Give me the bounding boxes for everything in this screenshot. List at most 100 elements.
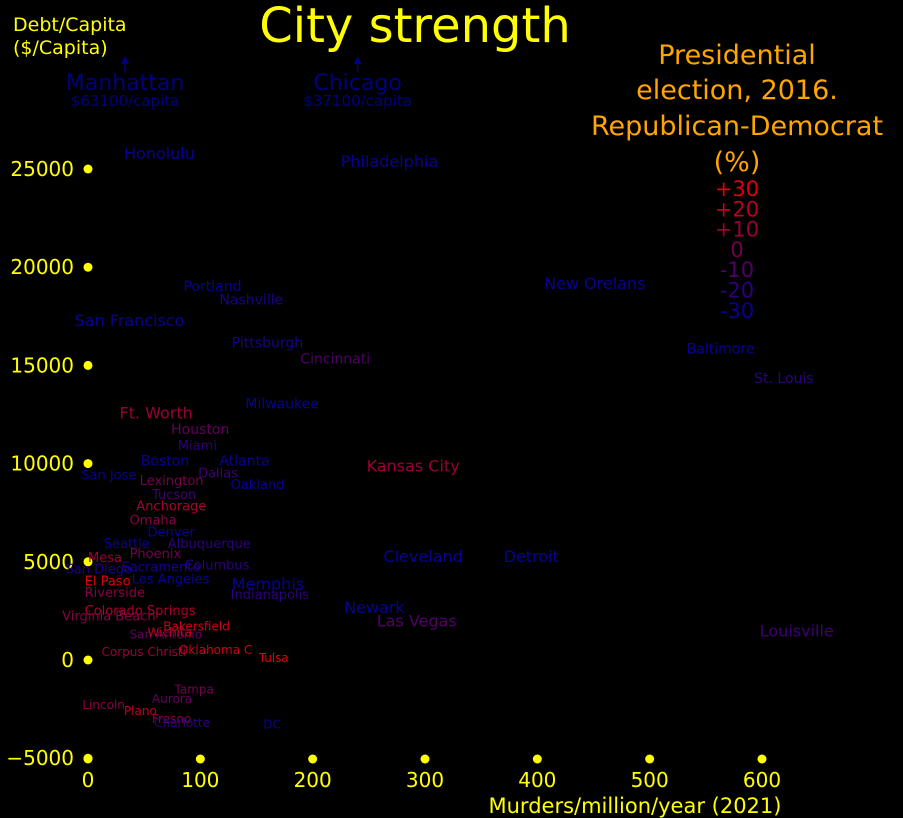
city-label: Boston [141, 454, 189, 470]
legend-entry: +20 [715, 197, 759, 221]
y-axis-label-line-1: Debt/Capita [13, 14, 127, 36]
city-label: Nashville [219, 293, 283, 309]
x-tick-label: 0 [82, 768, 95, 792]
y-tick-label: 10000 [10, 452, 74, 476]
x-tick-dot [308, 754, 318, 764]
x-tick-dot [532, 754, 542, 764]
y-tick-dot [83, 262, 93, 272]
city-label: Cincinnati [300, 351, 370, 367]
city-label: DC [263, 718, 281, 732]
x-axis-ticks: 0 100 200 300 400 500 600 [82, 754, 781, 792]
city-label: Indianapolis [231, 588, 310, 603]
legend-title-line-1: Presidential [658, 40, 816, 71]
city-label: Baltimore [687, 342, 755, 358]
y-tick-dot [83, 557, 93, 567]
city-label: Corpus Christi [101, 645, 186, 659]
city-label: El Paso [85, 574, 131, 589]
city-label: Ft. Worth [119, 403, 192, 422]
city-label: Honolulu [124, 144, 195, 163]
city-label: Las Vegas [377, 612, 457, 631]
city-label: Phoenix [130, 547, 182, 562]
city-label: Tucson [151, 488, 196, 503]
x-tick-label: 300 [406, 768, 444, 792]
y-axis-ticks: −5000 0 5000 10000 15000 20000 25000 [6, 157, 93, 770]
y-tick-label: 25000 [10, 157, 74, 181]
city-label: Charlotte [154, 716, 210, 730]
city-label: Fresno [152, 712, 191, 726]
city-label: Tulsa [258, 651, 289, 665]
city-label: Kansas City [367, 456, 460, 475]
legend-title-line-4: (%) [714, 147, 761, 178]
y-tick-label: 0 [61, 648, 74, 672]
city-label: Philadelphia [341, 152, 438, 171]
city-label: Cleveland [383, 547, 462, 566]
city-label: Atlanta [219, 454, 269, 470]
y-tick-dot [83, 459, 93, 469]
city-label: Virginia Beach [62, 610, 155, 625]
city-label: Oakland [231, 478, 285, 493]
offscale-city-label: Manhattan [66, 71, 185, 96]
offscale-city-label: Chicago [313, 71, 401, 96]
city-label: Portland [183, 279, 241, 295]
city-label: Colorado Springs [85, 604, 196, 619]
y-tick-label: 5000 [23, 550, 74, 574]
x-tick-label: 200 [294, 768, 332, 792]
offscale-markers: Manhattan$63100/capita Chicago$37100/capi… [66, 56, 412, 110]
offscale-city-note: $63100/capita [71, 92, 180, 110]
x-tick-dot [645, 754, 655, 764]
legend-entry: +30 [715, 177, 759, 201]
city-label: Omaha [130, 513, 177, 528]
city-label: Oklahoma C [179, 643, 252, 657]
city-label: Wichita [148, 625, 193, 639]
y-tick-label: 15000 [10, 353, 74, 377]
legend-entry: -20 [720, 279, 754, 303]
city-label: Detroit [504, 547, 559, 566]
y-tick-dot [83, 360, 93, 370]
city-label: St. Louis [754, 371, 813, 387]
x-axis-label: Murders/million/year (2021) [489, 794, 782, 818]
city-label: Bakersfield [163, 620, 230, 634]
x-tick-dot [420, 754, 430, 764]
y-tick-label: −5000 [6, 746, 74, 770]
city-label: Plano [124, 704, 157, 718]
y-tick-label: 20000 [10, 255, 74, 279]
x-tick-label: 400 [518, 768, 556, 792]
x-tick-label: 500 [631, 768, 669, 792]
legend-title-line-2: election, 2016. [636, 75, 838, 106]
city-label: Miami [178, 439, 217, 454]
x-tick-label: 100 [181, 768, 219, 792]
legend-entry: +10 [715, 218, 759, 242]
legend-title-line-3: Republican-Democrat [591, 111, 883, 142]
city-label: Milwaukee [245, 397, 319, 413]
city-label: Memphis [232, 574, 304, 593]
y-tick-dot [83, 753, 93, 763]
legend-entry: -30 [720, 299, 754, 323]
city-label: Tampa [173, 682, 213, 696]
city-label: Dallas [198, 466, 238, 481]
x-tick-label: 600 [743, 768, 781, 792]
offscale-city-note: $37100/capita [303, 92, 412, 110]
city-label: Lexington [140, 474, 204, 489]
city-label: Houston [171, 422, 229, 438]
city-label: Riverside [85, 586, 145, 601]
city-label: New Orelans [544, 274, 645, 293]
city-label: San Antonio [130, 627, 203, 641]
offscale-arrow-head [121, 56, 130, 64]
city-label: Albuquerque [168, 537, 251, 552]
city-label: Sacramento [122, 561, 201, 576]
x-tick-dot [757, 754, 767, 764]
city-label: Aurora [152, 692, 192, 706]
y-tick-dot [83, 655, 93, 665]
y-axis-label-line-2: ($/Capita) [13, 37, 108, 59]
city-label: Newark [344, 598, 405, 617]
legend-entry: 0 [730, 238, 743, 262]
chart-title: City strength [259, 0, 571, 54]
offscale-arrow-head [353, 56, 362, 64]
city-label: San Diego [66, 563, 132, 578]
city-label: Denver [148, 525, 196, 540]
city-label: Mesa [88, 551, 122, 566]
city-label: San Francisco [75, 311, 185, 330]
city-label: Lincoln [82, 698, 125, 712]
city-label: Columbus [185, 559, 250, 574]
